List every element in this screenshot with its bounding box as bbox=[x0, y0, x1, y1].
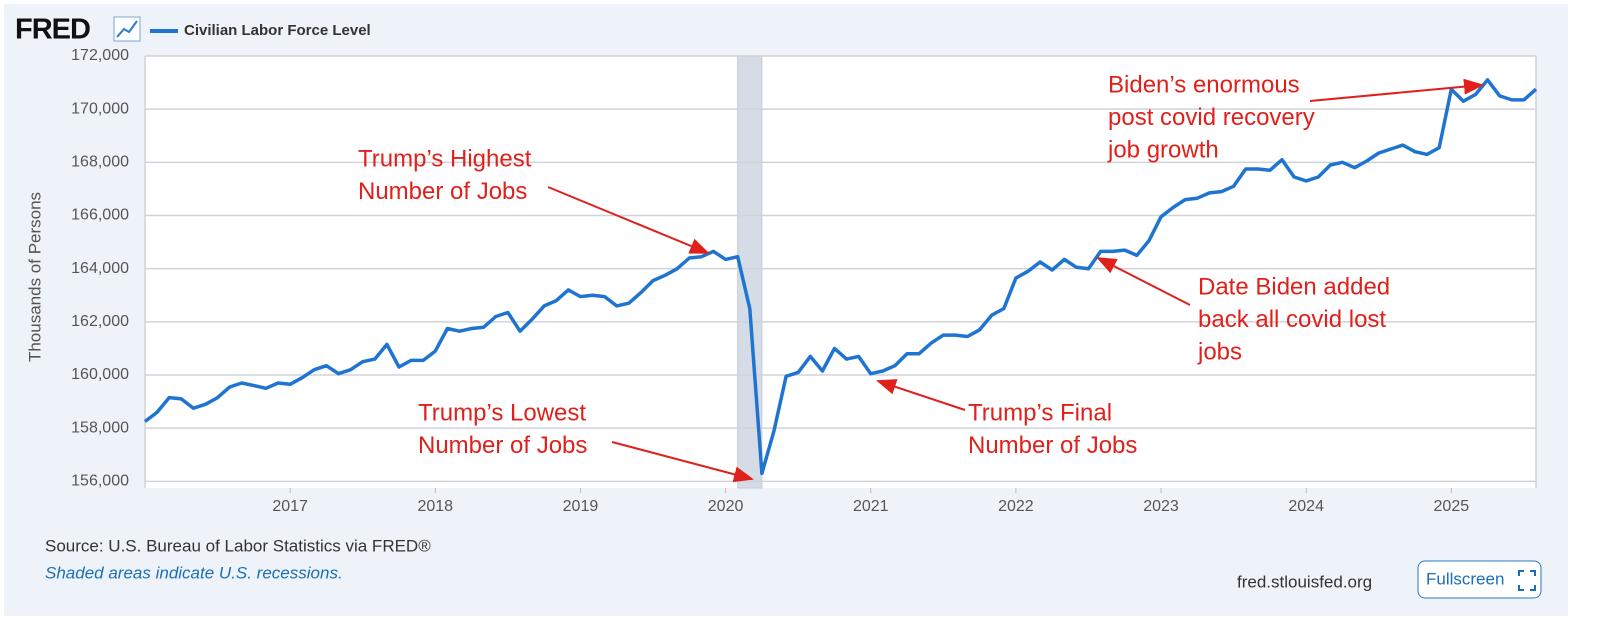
annotation: Number of Jobs bbox=[968, 432, 1137, 459]
plot-area bbox=[145, 56, 1536, 488]
data-line bbox=[143, 78, 1538, 476]
y-axis-label: Thousands of Persons bbox=[25, 192, 44, 362]
y-tick-label: 156,000 bbox=[71, 473, 129, 490]
annotation: Biden’s enormous bbox=[1108, 71, 1300, 98]
annotation: jobs bbox=[1197, 338, 1242, 365]
x-tick-label: 2023 bbox=[1143, 498, 1179, 515]
annotation-arrow bbox=[876, 379, 966, 411]
annotation: job growth bbox=[1107, 136, 1219, 163]
source: Source: U.S. Bureau of Labor Statistics … bbox=[45, 536, 431, 555]
y-tick-label: 172,000 bbox=[71, 47, 129, 64]
y-tick-label: 158,000 bbox=[71, 419, 129, 436]
annotation: Date Biden added bbox=[1198, 273, 1390, 300]
x-tick-label: 2020 bbox=[708, 498, 744, 515]
y-tick-label: 168,000 bbox=[71, 154, 129, 171]
x-tick-label: 2025 bbox=[1434, 498, 1470, 515]
annotation: Trump’s Highest bbox=[358, 145, 532, 172]
y-tick-label: 160,000 bbox=[71, 366, 129, 383]
fullscreen-button[interactable]: Fullscreen bbox=[1417, 560, 1542, 599]
button-label[interactable]: Fullscreen bbox=[1426, 569, 1504, 588]
x-tick-label: 2022 bbox=[998, 498, 1034, 515]
x-tick-label: 2018 bbox=[417, 498, 453, 515]
y-tick-label: 170,000 bbox=[71, 100, 129, 117]
annotation: Number of Jobs bbox=[418, 432, 587, 459]
annotation: back all covid lost bbox=[1198, 306, 1386, 333]
annotation-arrow bbox=[1096, 257, 1191, 306]
recession-note: Shaded areas indicate U.S. recessions. bbox=[45, 563, 343, 582]
x-tick-label: 2024 bbox=[1288, 498, 1324, 515]
x-tick-label: 2019 bbox=[563, 498, 599, 515]
logo-icon bbox=[113, 16, 141, 42]
x-tick-label: 2021 bbox=[853, 498, 889, 515]
x-tick-label: 2017 bbox=[272, 498, 308, 515]
annotation-arrow bbox=[1309, 78, 1484, 102]
annotation: Trump’s Final bbox=[968, 399, 1112, 426]
legend-label: Civilian Labor Force Level bbox=[184, 22, 371, 39]
y-tick-label: 162,000 bbox=[71, 313, 129, 330]
site-link: fred.stlouisfed.org bbox=[1237, 572, 1372, 591]
button-icon[interactable] bbox=[1518, 570, 1536, 591]
annotation-arrow bbox=[611, 441, 754, 483]
button-frame[interactable] bbox=[1417, 560, 1542, 599]
logo: FRED bbox=[15, 14, 90, 46]
annotation: Trump’s Lowest bbox=[418, 399, 586, 426]
y-tick-label: 164,000 bbox=[71, 260, 129, 277]
y-tick-label: 166,000 bbox=[71, 207, 129, 224]
annotation: Number of Jobs bbox=[358, 178, 527, 205]
annotation-arrow bbox=[547, 186, 710, 254]
annotation: post covid recovery bbox=[1108, 104, 1315, 131]
